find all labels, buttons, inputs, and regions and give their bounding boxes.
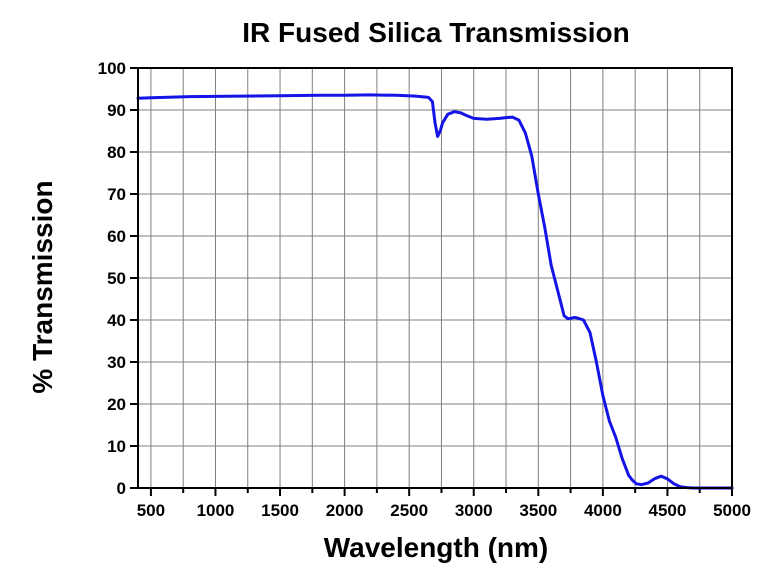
y-tick-label: 50: [107, 269, 126, 288]
x-tick-label: 2000: [326, 501, 364, 520]
y-tick-label: 40: [107, 311, 126, 330]
y-tick-label: 0: [117, 479, 126, 498]
y-tick-label: 30: [107, 353, 126, 372]
x-tick-label: 2500: [390, 501, 428, 520]
x-tick-label: 1500: [261, 501, 299, 520]
y-axis-label: % Transmission: [27, 180, 58, 393]
series-layer: [136, 93, 734, 490]
x-tick-label: 1000: [197, 501, 235, 520]
y-tick-label: 90: [107, 101, 126, 120]
x-tick-label: 4500: [649, 501, 687, 520]
x-axis-label: Wavelength (nm): [324, 532, 549, 563]
y-tick-label: 20: [107, 395, 126, 414]
x-tick-label: 4000: [584, 501, 622, 520]
x-tick-label: 3000: [455, 501, 493, 520]
y-tick-label: 10: [107, 437, 126, 456]
x-tick-label: 500: [137, 501, 165, 520]
chart-title: IR Fused Silica Transmission: [242, 17, 629, 48]
grid: [138, 68, 732, 488]
x-tick-label: 3500: [519, 501, 557, 520]
y-tick-label: 60: [107, 227, 126, 246]
y-tick-label: 100: [98, 59, 126, 78]
axis-ticks: [130, 67, 733, 496]
series-line: [136, 93, 734, 490]
x-tick-label: 5000: [713, 501, 751, 520]
y-tick-label: 80: [107, 143, 126, 162]
y-tick-label: 70: [107, 185, 126, 204]
plot-frame: [137, 67, 733, 489]
tick-labels: 0 10 20 30 40 50 60 70 80 90 100 500 1000 1500 2000 250…: [98, 59, 751, 520]
